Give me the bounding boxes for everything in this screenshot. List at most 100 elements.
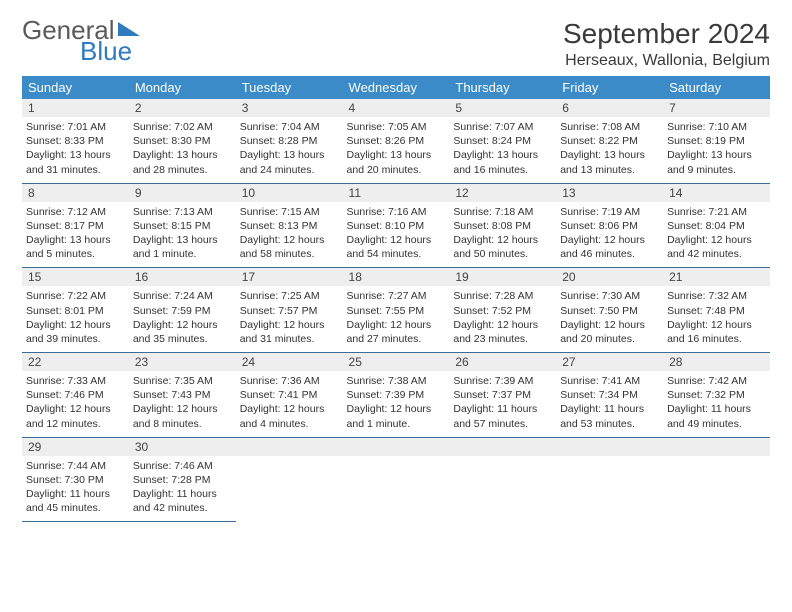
sunset-line: Sunset: 8:06 PM	[560, 220, 638, 232]
daylight-line: Daylight: 13 hours and 24 minutes.	[240, 149, 325, 175]
sunrise-line: Sunrise: 7:16 AM	[347, 206, 427, 218]
sunset-line: Sunset: 7:32 PM	[667, 389, 745, 401]
calendar-week-row: 22 Sunrise: 7:33 AMSunset: 7:46 PMDayligh…	[22, 353, 770, 438]
day-details: Sunrise: 7:21 AMSunset: 8:04 PMDaylight:…	[667, 205, 766, 262]
daylight-line: Daylight: 12 hours and 58 minutes.	[240, 234, 325, 260]
day-details: Sunrise: 7:04 AMSunset: 8:28 PMDaylight:…	[240, 120, 339, 177]
calendar-cell: 16Sunrise: 7:24 AMSunset: 7:59 PMDayligh…	[129, 268, 236, 353]
day-number: 20	[556, 268, 663, 286]
calendar-cell: 23Sunrise: 7:35 AMSunset: 7:43 PMDayligh…	[129, 353, 236, 438]
weekday-header-row: Sunday Monday Tuesday Wednesday Thursday…	[22, 76, 770, 99]
calendar-cell: 7Sunrise: 7:10 AMSunset: 8:19 PMDaylight…	[663, 99, 770, 183]
sunrise-line: Sunrise: 7:44 AM	[26, 460, 106, 472]
day-details: Sunrise: 7:41 AMSunset: 7:34 PMDaylight:…	[560, 374, 659, 431]
day-details: Sunrise: 7:38 AMSunset: 7:39 PMDaylight:…	[347, 374, 446, 431]
sunrise-line: Sunrise: 7:08 AM	[560, 121, 640, 133]
daylight-line: Daylight: 11 hours and 42 minutes.	[133, 488, 217, 514]
sunrise-line: Sunrise: 7:15 AM	[240, 206, 320, 218]
day-details: Sunrise: 7:08 AM Sunset: 8:22 PM Daylight:…	[560, 120, 659, 177]
sunrise-line: Sunrise: 7:05 AM	[347, 121, 427, 133]
day-number: 2	[129, 99, 236, 117]
day-number: 21	[663, 268, 770, 286]
sunrise-line: Sunrise: 7:35 AM	[133, 375, 213, 387]
sunset-line: Sunset: 8:33 PM	[26, 135, 104, 147]
logo: General Blue	[22, 18, 140, 63]
day-number: 6	[556, 99, 663, 117]
day-details: Sunrise: 7:35 AMSunset: 7:43 PMDaylight:…	[133, 374, 232, 431]
calendar-cell: 6 Sunrise: 7:08 AM Sunset: 8:22 PM Daylight…	[556, 99, 663, 183]
sunset-line: Sunset: 7:48 PM	[667, 305, 745, 317]
calendar-cell: 27Sunrise: 7:41 AMSunset: 7:34 PMDayligh…	[556, 353, 663, 438]
day-details: Sunrise: 7:39 AMSunset: 7:37 PMDaylight:…	[453, 374, 552, 431]
day-details: Sunrise: 7:16 AM Sunset: 8:10 PM Daylight:…	[347, 205, 446, 262]
day-number: 22	[22, 353, 129, 371]
day-number: 26	[449, 353, 556, 371]
day-number: 17	[236, 268, 343, 286]
sunrise-line: Sunrise: 7:04 AM	[240, 121, 320, 133]
day-number-empty	[449, 438, 556, 456]
calendar-cell: 13Sunrise: 7:19 AMSunset: 8:06 PMDayligh…	[556, 183, 663, 268]
calendar-cell: 11Sunrise: 7:16 AMSunset: 8:10 PMDayligh…	[343, 183, 450, 268]
sunrise-line: Sunrise: 7:38 AM	[347, 375, 427, 387]
daylight-line: Daylight: 13 hours and 1 minute.	[133, 234, 218, 260]
daylight-line: Daylight: 12 hours and 46 minutes.	[560, 234, 645, 260]
sunset-line: Sunset: 7:57 PM	[240, 305, 318, 317]
sunrise-line: Sunrise: 7:22 AM	[26, 290, 106, 302]
daylight-line: Daylight: 12 hours and 23 minutes.	[453, 319, 538, 345]
sunrise-line: Sunrise: 7:02 AM	[133, 121, 213, 133]
day-details: Sunrise: 7:15 AM Sunset: 8:13 PM Daylight:…	[240, 205, 339, 262]
day-details: Sunrise: 7:18 AMSunset: 8:08 PMDaylight:…	[453, 205, 552, 262]
day-details: Sunrise: 7:22 AMSunset: 8:01 PMDaylight:…	[26, 289, 125, 346]
sunset-line: Sunset: 8:22 PM	[560, 135, 638, 147]
sunset-line: Sunset: 7:39 PM	[347, 389, 425, 401]
day-number-empty	[236, 438, 343, 456]
day-number-empty	[556, 438, 663, 456]
daylight-line: Daylight: 12 hours and 54 minutes.	[347, 234, 432, 260]
day-details: Sunrise: 7:05 AMSunset: 8:26 PMDaylight:…	[347, 120, 446, 177]
day-details: Sunrise: 7:12 AMSunset: 8:17 PMDaylight:…	[26, 205, 125, 262]
logo-blue: Blue	[80, 39, 140, 64]
daylight-line: Daylight: 11 hours and 53 minutes.	[560, 403, 644, 429]
day-details: Sunrise: 7:24 AMSunset: 7:59 PMDaylight:…	[133, 289, 232, 346]
calendar-cell: 22 Sunrise: 7:33 AMSunset: 7:46 PMDayligh…	[22, 353, 129, 438]
daylight-line: Daylight: 12 hours and 42 minutes.	[667, 234, 752, 260]
sunrise-line: Sunrise: 7:30 AM	[560, 290, 640, 302]
header: General Blue September 2024 Herseaux, Wa…	[22, 18, 770, 70]
calendar-cell: 9Sunrise: 7:13 AMSunset: 8:15 PMDaylight…	[129, 183, 236, 268]
day-details: Sunrise: 7:30 AMSunset: 7:50 PMDaylight:…	[560, 289, 659, 346]
day-details: Sunrise: 7:32 AMSunset: 7:48 PMDaylight:…	[667, 289, 766, 346]
day-details: Sunrise: 7:33 AMSunset: 7:46 PMDaylight:…	[26, 374, 125, 431]
sunrise-line: Sunrise: 7:32 AM	[667, 290, 747, 302]
sunrise-line: Sunrise: 7:36 AM	[240, 375, 320, 387]
sunset-line: Sunset: 8:10 PM	[347, 220, 425, 232]
calendar-cell: 12 Sunrise: 7:18 AMSunset: 8:08 PMDayligh…	[449, 183, 556, 268]
sunrise-line: Sunrise: 7:07 AM	[453, 121, 533, 133]
day-number: 12	[449, 184, 556, 202]
page-subtitle: Herseaux, Wallonia, Belgium	[563, 52, 770, 70]
title-block: September 2024 Herseaux, Wallonia, Belgi…	[563, 18, 770, 70]
calendar-cell: 28Sunrise: 7:42 AMSunset: 7:32 PMDayligh…	[663, 353, 770, 438]
weekday-header: Sunday	[22, 76, 129, 99]
calendar-cell: 5Sunrise: 7:07 AMSunset: 8:24 PMDaylight…	[449, 99, 556, 183]
day-number: 30	[129, 438, 236, 456]
calendar-cell	[236, 437, 343, 522]
calendar-cell: 25Sunrise: 7:38 AMSunset: 7:39 PMDayligh…	[343, 353, 450, 438]
day-number: 4	[343, 99, 450, 117]
day-number: 7	[663, 99, 770, 117]
daylight-line: Daylight: 12 hours and 12 minutes.	[26, 403, 111, 429]
calendar-cell: 20 Sunrise: 7:30 AMSunset: 7:50 PMDayligh…	[556, 268, 663, 353]
daylight-line: Daylight: 12 hours and 4 minutes.	[240, 403, 325, 429]
daylight-line: Daylight: 12 hours and 8 minutes.	[133, 403, 218, 429]
weekday-header: Tuesday	[236, 76, 343, 99]
day-details: Sunrise: 7:27 AMSunset: 7:55 PMDaylight:…	[347, 289, 446, 346]
daylight-line: Daylight: 12 hours and 50 minutes.	[453, 234, 538, 260]
sunset-line: Sunset: 8:26 PM	[347, 135, 425, 147]
daylight-line: Daylight: 13 hours and 13 minutes.	[560, 149, 645, 175]
day-number: 9	[129, 184, 236, 202]
weekday-header: Thursday	[449, 76, 556, 99]
sunset-line: Sunset: 7:59 PM	[133, 305, 211, 317]
day-number: 29	[22, 438, 129, 456]
sunset-line: Sunset: 8:13 PM	[240, 220, 318, 232]
day-number: 19	[449, 268, 556, 286]
sunrise-line: Sunrise: 7:27 AM	[347, 290, 427, 302]
